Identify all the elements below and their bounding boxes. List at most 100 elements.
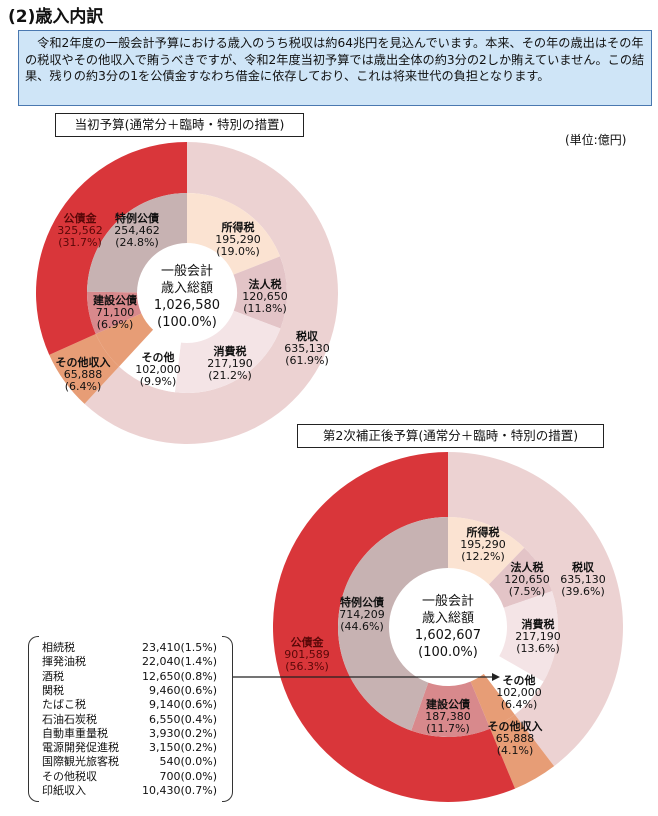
label-name: 税収 [572, 561, 594, 574]
center-pct: (100.0%) [418, 645, 478, 660]
unit-label: (単位:億円) [565, 133, 627, 147]
label-pct: (11.7%) [426, 722, 470, 735]
tax-value: 9,140(0.6%) [148, 698, 217, 712]
label-name: 税収 [296, 330, 318, 343]
tax-name: 揮発油税 [42, 655, 86, 669]
chart2-label-shotokuzei: 所得税 195,290 (12.2%) [460, 527, 506, 563]
center-pct: (100.0%) [157, 315, 217, 330]
list-item: 自動車重量税 3,930(0.2%) [42, 727, 217, 741]
tax-value: 6,550(0.4%) [148, 712, 217, 726]
chart1-inner-slice-0 [187, 193, 281, 275]
bracket-right [222, 636, 233, 802]
tax-name: 国際観光旅客税 [42, 755, 119, 769]
chart2-title: 第2次補正後予算(通常分＋臨時・特別の措置) [297, 424, 604, 448]
other-tax-breakdown-list: 相続税 23,410(1.5%) 揮発油税 22,040(1.4%) 酒税 12,650(… [28, 636, 233, 802]
chart2-inner-slice-3 [483, 656, 544, 715]
tax-value: 10,430(0.7%) [141, 784, 217, 797]
label-name: 建設公債 [93, 294, 137, 307]
list-item: 電源開発促進税 3,150(0.2%) [42, 741, 217, 755]
label-pct: (39.6%) [561, 585, 605, 598]
label-name: 特例公債 [115, 212, 159, 225]
tax-name: 酒税 [42, 669, 64, 683]
chart2-label-kousaikin: 公債金 901,589 (56.3%) [284, 637, 330, 673]
label-pct: (11.8%) [243, 302, 287, 315]
chart1-inner-slice-1 [233, 256, 287, 329]
chart2-inner-slice-0 [448, 517, 525, 585]
tax-name: たばこ税 [42, 698, 86, 712]
chart1-label-tokurei: 特例公債 254,462 (24.8%) [114, 213, 160, 249]
label-name: 所得税 [466, 526, 500, 539]
label-name: 公債金 [290, 636, 324, 649]
tax-value: 9,460(0.6%) [148, 683, 217, 697]
chart1-inner-slice-6 [87, 193, 187, 293]
section-heading: (2)歳入内訳 [8, 7, 104, 27]
label-pct: (9.9%) [139, 375, 177, 388]
chart2-label-kensetsu: 建設公債 187,380 (11.7%) [425, 699, 471, 735]
list-item: 印紙収入 10,430(0.7%) [42, 784, 217, 798]
list-item: たばこ税 9,140(0.6%) [42, 698, 217, 712]
center-line1: 一般会計 [421, 594, 475, 609]
label-value: 195,290 [215, 233, 261, 246]
label-name: 特例公債 [340, 596, 384, 609]
center-line2: 歳入総額 [160, 281, 214, 296]
chart1-label-kousaikin: 公債金 325,562 (31.7%) [57, 213, 103, 249]
chart1-label-other-revenue: その他収入 65,888 (6.4%) [56, 357, 111, 393]
label-pct: (21.2%) [208, 369, 252, 382]
label-value: 217,190 [207, 357, 253, 370]
label-pct: (6.4%) [64, 380, 102, 393]
label-pct: (4.1%) [496, 744, 534, 757]
chart2-label-sonota: その他 102,000 (6.4%) [496, 675, 542, 711]
label-pct: (61.9%) [285, 354, 329, 367]
tax-value: 540(0.0%) [159, 755, 217, 769]
label-name: その他収入 [487, 720, 543, 733]
label-name: 所得税 [221, 221, 255, 234]
intro-text-box: 令和2年度の一般会計予算における歳入のうち税収は約64兆円を見込んでいます。本来… [18, 30, 652, 106]
chart1-outer-slice-1 [49, 333, 120, 404]
tax-name: 自動車重量税 [42, 726, 108, 740]
list-item: 石油石炭税 6,550(0.4%) [42, 713, 217, 727]
center-line2: 歳入総額 [421, 611, 475, 626]
tax-name: 電源開発促進税 [42, 741, 119, 755]
tax-value: 22,040(1.4%) [141, 655, 217, 669]
label-name: その他収入 [55, 356, 111, 369]
chart2-outer-slice-2 [273, 452, 516, 802]
chart2-label-other-revenue: その他収入 65,888 (4.1%) [488, 721, 543, 757]
label-pct: (31.7%) [58, 236, 102, 249]
label-name: 消費税 [521, 618, 555, 631]
label-name: その他 [141, 351, 175, 364]
label-value: 120,650 [504, 573, 550, 586]
label-value: 635,130 [560, 573, 606, 586]
tax-name: その他税収 [42, 769, 97, 783]
label-pct: (56.3%) [285, 660, 329, 673]
label-value: 714,209 [339, 608, 385, 621]
chart1-label-zeishu: 税収 635,130 (61.9%) [284, 331, 330, 367]
label-pct: (19.0%) [216, 245, 260, 258]
chart2-label-houjinzei: 法人税 120,650 (7.5%) [504, 562, 550, 598]
label-value: 635,130 [284, 342, 330, 355]
label-name: その他 [502, 674, 536, 687]
label-value: 901,589 [284, 648, 330, 661]
chart2-label-zeishu: 税収 635,130 (39.6%) [560, 562, 606, 598]
label-name: 公債金 [63, 212, 97, 225]
label-name: 消費税 [213, 345, 247, 358]
chart1-label-houjinzei: 法人税 120,650 (11.8%) [242, 279, 288, 315]
label-name: 法人税 [510, 561, 544, 574]
chart1-label-shotokuzei: 所得税 195,290 (19.0%) [215, 222, 261, 258]
label-value: 71,100 [95, 306, 135, 319]
label-pct: (13.6%) [516, 642, 560, 655]
chart1-label-kensetsu: 建設公債 71,100 (6.9%) [93, 295, 137, 331]
label-value: 187,380 [425, 710, 471, 723]
label-pct: (7.5%) [508, 585, 546, 598]
chart2-label-tokurei: 特例公債 714,209 (44.6%) [339, 597, 385, 633]
chart2-inner-slice-5 [411, 681, 491, 737]
label-value: 217,190 [515, 630, 561, 643]
chart1-inner-slice-3 [119, 329, 181, 393]
label-pct: (24.8%) [115, 236, 159, 249]
chart2-label-shouhizei: 消費税 217,190 (13.6%) [515, 619, 561, 655]
tax-name: 関税 [42, 683, 64, 697]
tax-value: 3,150(0.2%) [148, 741, 217, 755]
tax-value: 700(0.0%) [159, 769, 217, 783]
label-value: 325,562 [57, 224, 103, 237]
center-line1: 一般会計 [160, 264, 214, 279]
